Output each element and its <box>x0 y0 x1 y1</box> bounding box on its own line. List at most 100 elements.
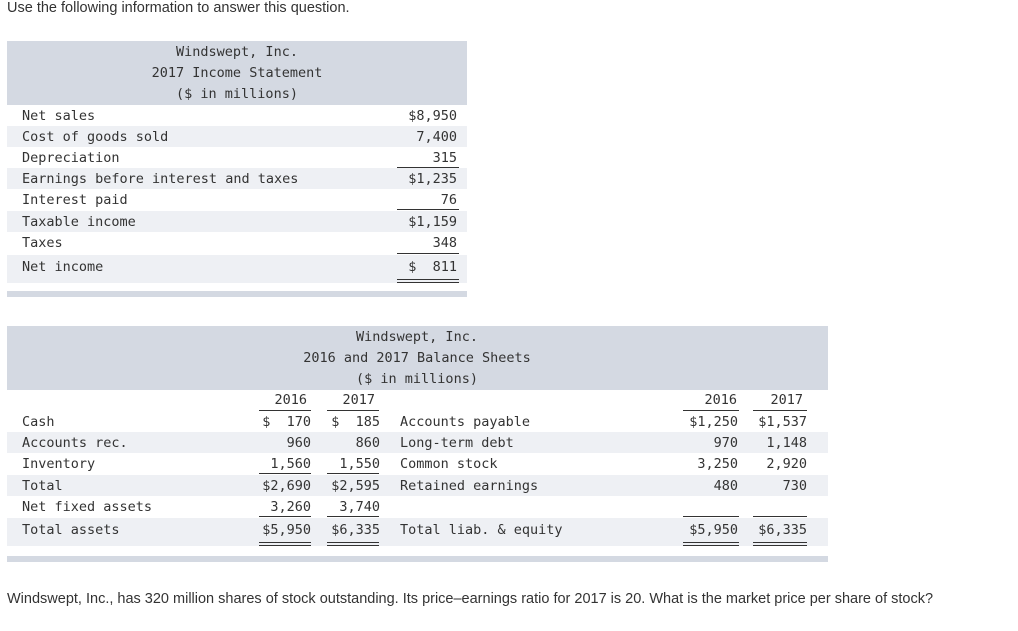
asset-2017: $ 185 <box>331 414 380 430</box>
underline <box>259 410 311 411</box>
row-value: 76 <box>440 192 457 208</box>
table-row: Cash $ 170 $ 185 Accounts payable $1,250… <box>7 411 828 432</box>
asset-2017: 3,740 <box>339 499 380 515</box>
double-underline <box>397 279 459 280</box>
asset-label: Net fixed assets <box>22 499 153 515</box>
instruction-text: Use the following information to answer … <box>7 0 350 16</box>
liab-2016: 970 <box>713 435 738 451</box>
table-row: Interest paid 76 <box>7 189 467 210</box>
asset-year-2017: 2017 <box>342 392 375 408</box>
table-row: Net sales $8,950 <box>7 105 467 126</box>
liab-2016: 480 <box>713 478 738 494</box>
liab-2017: 1,148 <box>766 435 807 451</box>
asset-label: Total assets <box>22 522 120 538</box>
table-row: Total $2,690 $2,595 Retained earnings 48… <box>7 475 828 496</box>
asset-2016: 960 <box>286 435 311 451</box>
balance-sheet-units: ($ in millions) <box>356 371 478 387</box>
asset-2017: $6,335 <box>331 522 380 538</box>
underline <box>259 473 311 474</box>
asset-label: Total <box>22 478 63 494</box>
underline <box>683 516 739 517</box>
liab-2016: 3,250 <box>697 456 738 472</box>
table-row: Taxes 348 <box>7 232 467 253</box>
double-underline <box>683 542 739 543</box>
row-label: Net sales <box>22 108 96 124</box>
income-statement-company: Windswept, Inc. <box>176 44 298 60</box>
asset-label: Accounts rec. <box>22 435 128 451</box>
balance-sheet-title: 2016 and 2017 Balance Sheets <box>303 350 531 366</box>
income-statement-table: Windswept, Inc. 2017 Income Statement ($… <box>7 41 467 297</box>
row-label: Cost of goods sold <box>22 129 169 145</box>
balance-sheet-company: Windswept, Inc. <box>356 329 478 345</box>
table-row: Inventory 1,560 1,550 Common stock 3,250… <box>7 453 828 474</box>
underline <box>753 516 807 517</box>
table-row: Total assets $5,950 $6,335 Total liab. &… <box>7 518 828 546</box>
liab-2017: $1,537 <box>758 414 807 430</box>
underline <box>397 167 459 168</box>
row-value: $ 811 <box>408 259 457 275</box>
liab-label: Long-term debt <box>400 435 514 451</box>
income-statement-units: ($ in millions) <box>176 86 298 102</box>
asset-2017: $2,595 <box>331 478 380 494</box>
underline <box>327 473 379 474</box>
liab-2017: 2,920 <box>766 456 807 472</box>
underline <box>397 209 459 210</box>
asset-2016: $2,690 <box>262 478 311 494</box>
table-row: Earnings before interest and taxes $1,23… <box>7 168 467 189</box>
table-footer-bar <box>7 556 828 562</box>
asset-label: Inventory <box>22 456 96 472</box>
asset-2016: 3,260 <box>270 499 311 515</box>
row-label: Interest paid <box>22 192 128 208</box>
double-underline <box>683 545 739 546</box>
asset-2017: 1,550 <box>339 456 380 472</box>
row-label: Depreciation <box>22 150 120 166</box>
row-value: $1,235 <box>408 171 457 187</box>
row-label: Taxable income <box>22 214 136 230</box>
liab-year-2017: 2017 <box>770 392 803 408</box>
row-label: Net income <box>22 259 104 275</box>
double-underline <box>259 545 311 546</box>
liab-label: Accounts payable <box>400 414 531 430</box>
balance-sheet-table: Windswept, Inc. 2016 and 2017 Balance Sh… <box>7 326 828 562</box>
underline <box>397 253 459 254</box>
double-underline <box>327 545 379 546</box>
asset-2017: 860 <box>355 435 380 451</box>
liab-2016: $1,250 <box>689 414 738 430</box>
liab-label: Common stock <box>400 456 498 472</box>
underline <box>753 410 807 411</box>
double-underline <box>753 545 807 546</box>
double-underline <box>327 542 379 543</box>
asset-2016: 1,560 <box>270 456 311 472</box>
underline <box>683 410 739 411</box>
liab-year-2016: 2016 <box>704 392 737 408</box>
double-underline <box>397 282 459 283</box>
double-underline <box>753 542 807 543</box>
asset-label: Cash <box>22 414 55 430</box>
row-value: $1,159 <box>408 214 457 230</box>
table-row: Net fixed assets 3,260 3,740 <box>7 496 828 517</box>
underline <box>259 516 311 517</box>
liab-label: Total liab. & equity <box>400 522 563 538</box>
table-row: Depreciation 315 <box>7 147 467 168</box>
row-label: Taxes <box>22 235 63 251</box>
row-value: 315 <box>432 150 457 166</box>
row-value: 7,400 <box>416 129 457 145</box>
table-row: Cost of goods sold 7,400 <box>7 126 467 147</box>
asset-2016: $ 170 <box>262 414 311 430</box>
double-underline <box>259 542 311 543</box>
table-footer-bar <box>7 291 467 297</box>
asset-year-2016: 2016 <box>274 392 307 408</box>
income-statement-header: Windswept, Inc. 2017 Income Statement ($… <box>7 41 467 105</box>
underline <box>327 410 379 411</box>
row-label: Earnings before interest and taxes <box>22 171 299 187</box>
table-row: Accounts rec. 960 860 Long-term debt 970… <box>7 432 828 453</box>
question-text: Windswept, Inc., has 320 million shares … <box>7 591 934 607</box>
row-value: 348 <box>432 235 457 251</box>
underline <box>327 516 379 517</box>
income-statement-title: 2017 Income Statement <box>151 65 323 81</box>
liab-2016: $5,950 <box>689 522 738 538</box>
liab-2017: $6,335 <box>758 522 807 538</box>
asset-2016: $5,950 <box>262 522 311 538</box>
balance-sheet-header: Windswept, Inc. 2016 and 2017 Balance Sh… <box>7 326 828 390</box>
table-row: Net income $ 811 <box>7 255 467 283</box>
